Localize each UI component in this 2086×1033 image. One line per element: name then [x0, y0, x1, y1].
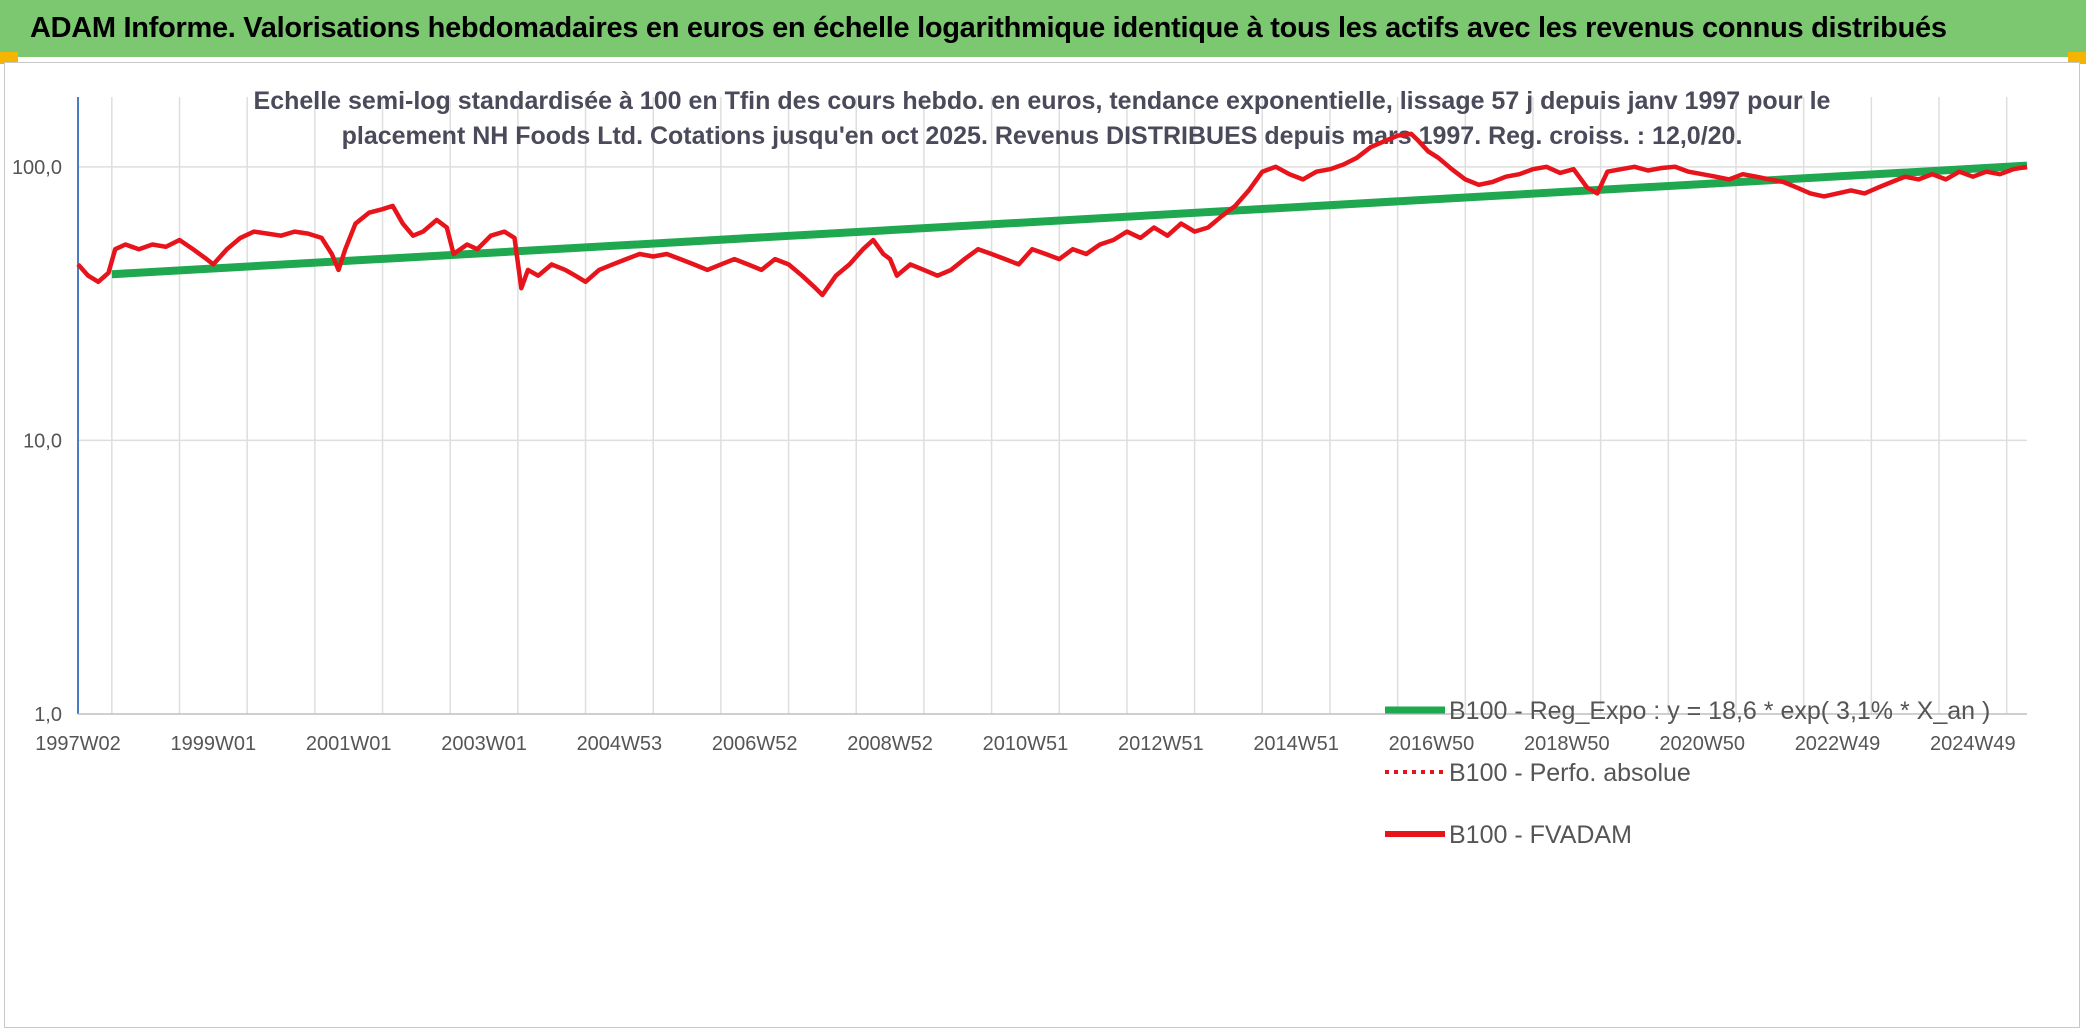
- x-tick-label: 2001W01: [306, 733, 392, 755]
- legend-label-regression: B100 - Reg_Expo : y = 18,6 * exp( 3,1% *…: [1449, 697, 1990, 725]
- y-tick-label: 1,0: [34, 704, 62, 726]
- series-regression-line: [111, 161, 2028, 279]
- x-tick-label: 2010W51: [983, 733, 1069, 755]
- legend-label-perfo-absolue: B100 - Perfo. absolue: [1449, 759, 1691, 787]
- x-tick-label: 2006W52: [712, 733, 798, 755]
- x-tick-label: 1997W02: [35, 733, 121, 755]
- chart-subtitle-line-1: Echelle semi-log standardisée à 100 en T…: [254, 87, 1831, 115]
- x-tick-label: 2014W51: [1253, 733, 1339, 755]
- chart-frame: Echelle semi-log standardisée à 100 en T…: [4, 62, 2080, 1028]
- x-axis-labels: 1997W02 1999W01 2001W01 2003W01 2004W53 2006W…: [35, 733, 2015, 755]
- x-tick-label: 2020W50: [1659, 733, 1745, 755]
- x-tick-label: 1999W01: [171, 733, 257, 755]
- log-chart: Echelle semi-log standardisée à 100 en T…: [12, 87, 2028, 849]
- x-tick-label: 2016W50: [1389, 733, 1475, 755]
- series-fvadam-line: [76, 131, 2028, 298]
- y-tick-label: 10,0: [23, 430, 62, 452]
- report-header: ADAM Informe. Valorisations hebdomadaire…: [0, 0, 2086, 57]
- corner-marker-left: [0, 52, 18, 64]
- x-tick-label: 2012W51: [1118, 733, 1204, 755]
- y-tick-label: 100,0: [12, 157, 62, 179]
- series-layer: [76, 131, 2028, 298]
- x-tick-label: 2004W53: [577, 733, 663, 755]
- x-tick-label: 2022W49: [1795, 733, 1881, 755]
- x-tick-label: 2018W50: [1524, 733, 1610, 755]
- legend: B100 - Reg_Expo : y = 18,6 * exp( 3,1% *…: [1385, 697, 1990, 849]
- grid-layer: [77, 97, 2027, 715]
- legend-label-fvadam: B100 - FVADAM: [1449, 821, 1632, 849]
- corner-marker-right: [2068, 52, 2086, 64]
- y-axis-labels: 1,0 10,0 100,0: [12, 157, 62, 726]
- x-tick-label: 2024W49: [1930, 733, 2016, 755]
- x-tick-label: 2008W52: [847, 733, 933, 755]
- chart-subtitle-line-2: placement NH Foods Ltd. Cotations jusqu'…: [342, 122, 1743, 150]
- x-tick-label: 2003W01: [441, 733, 527, 755]
